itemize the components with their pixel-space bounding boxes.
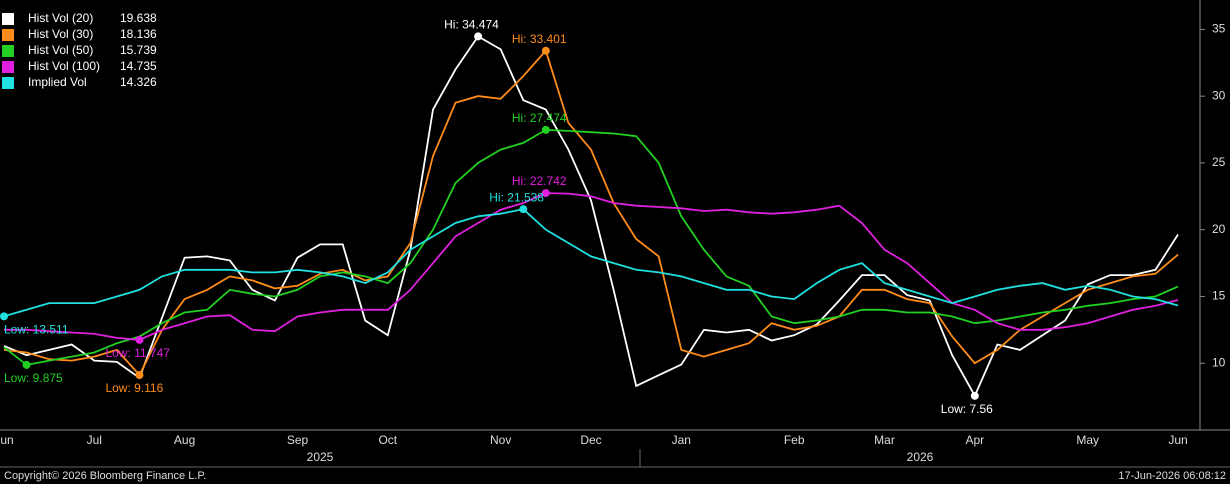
legend-label: Implied Vol bbox=[28, 75, 87, 89]
x-tick-label: Apr bbox=[965, 433, 984, 447]
extreme-label: Hi: 21.538 bbox=[489, 190, 544, 204]
extreme-marker bbox=[135, 371, 144, 380]
x-tick-label: Jan bbox=[672, 433, 691, 447]
x-tick-label: Mar bbox=[874, 433, 895, 447]
extreme-label: Low: 7.56 bbox=[941, 402, 993, 416]
x-tick-label: Aug bbox=[174, 433, 195, 447]
year-label: 2026 bbox=[907, 450, 934, 464]
series-line bbox=[4, 192, 1179, 341]
legend-swatch bbox=[2, 45, 14, 57]
legend-swatch bbox=[2, 29, 14, 41]
extreme-label: Hi: 33.401 bbox=[512, 32, 567, 46]
timestamp: 17-Jun-2026 06:08:12 bbox=[1118, 470, 1226, 482]
series-line bbox=[3, 208, 1179, 318]
extreme-marker bbox=[541, 189, 550, 198]
extreme-marker bbox=[22, 360, 31, 369]
extreme-label: Hi: 22.742 bbox=[512, 174, 567, 188]
x-tick-label: Feb bbox=[784, 433, 805, 447]
legend-swatch bbox=[2, 61, 14, 73]
extreme-marker bbox=[135, 335, 144, 344]
y-tick-label: 20 bbox=[1212, 222, 1226, 236]
x-tick-label: Sep bbox=[287, 433, 309, 447]
legend: Hist Vol (20) 19.638 Hist Vol (30) 18.136 Hi… bbox=[2, 11, 157, 89]
extreme-label: Low: 9.116 bbox=[105, 381, 163, 395]
extreme-marker bbox=[541, 125, 550, 134]
extreme-label: Low: 9.875 bbox=[4, 371, 63, 385]
plot-area: Hi: 34.474 Low: 7.56 Hi: 33.401 Low: 9.116 H… bbox=[0, 18, 1179, 416]
x-tick-label: May bbox=[1076, 433, 1099, 447]
series-line bbox=[3, 35, 1179, 398]
extreme-label: Low: 13.511 bbox=[4, 323, 69, 337]
extreme-marker bbox=[474, 32, 483, 41]
x-tick-label: Oct bbox=[378, 433, 397, 447]
legend-label: Hist Vol (100) bbox=[28, 59, 100, 73]
legend-swatch bbox=[2, 13, 14, 25]
series-line bbox=[3, 128, 1179, 366]
legend-label: Hist Vol (30) bbox=[28, 27, 93, 41]
series-line bbox=[3, 48, 1179, 377]
y-tick-label: 30 bbox=[1212, 88, 1226, 102]
y-tick-label: 25 bbox=[1212, 155, 1226, 169]
legend-value: 14.326 bbox=[120, 75, 157, 89]
legend-value: 15.739 bbox=[120, 43, 157, 57]
extreme-marker bbox=[541, 46, 550, 55]
legend-swatch bbox=[2, 77, 14, 89]
y-tick-label: 10 bbox=[1212, 355, 1226, 369]
y-tick-label: 35 bbox=[1212, 22, 1226, 36]
x-tick-label: Nov bbox=[490, 433, 511, 447]
extreme-marker bbox=[970, 391, 979, 400]
extreme-label: Low: 11.747 bbox=[105, 346, 170, 360]
extreme-marker bbox=[0, 312, 8, 321]
x-tick-label: Dec bbox=[580, 433, 601, 447]
legend-label: Hist Vol (20) bbox=[28, 11, 93, 25]
legend-value: 19.638 bbox=[120, 11, 157, 25]
extreme-label: Hi: 34.474 bbox=[444, 18, 499, 32]
x-tick-label: Jun bbox=[0, 433, 14, 447]
year-label: 2025 bbox=[307, 450, 334, 464]
x-tick-label: Jun bbox=[1168, 433, 1187, 447]
legend-value: 18.136 bbox=[120, 27, 157, 41]
y-tick-label: 15 bbox=[1212, 289, 1226, 303]
x-tick-label: Jul bbox=[87, 433, 102, 447]
extreme-marker bbox=[519, 205, 528, 214]
legend-value: 14.735 bbox=[120, 59, 157, 73]
extreme-label: Hi: 27.474 bbox=[512, 111, 567, 125]
copyright: Copyright© 2026 Bloomberg Finance L.P. bbox=[4, 470, 206, 482]
legend-label: Hist Vol (50) bbox=[28, 43, 93, 57]
